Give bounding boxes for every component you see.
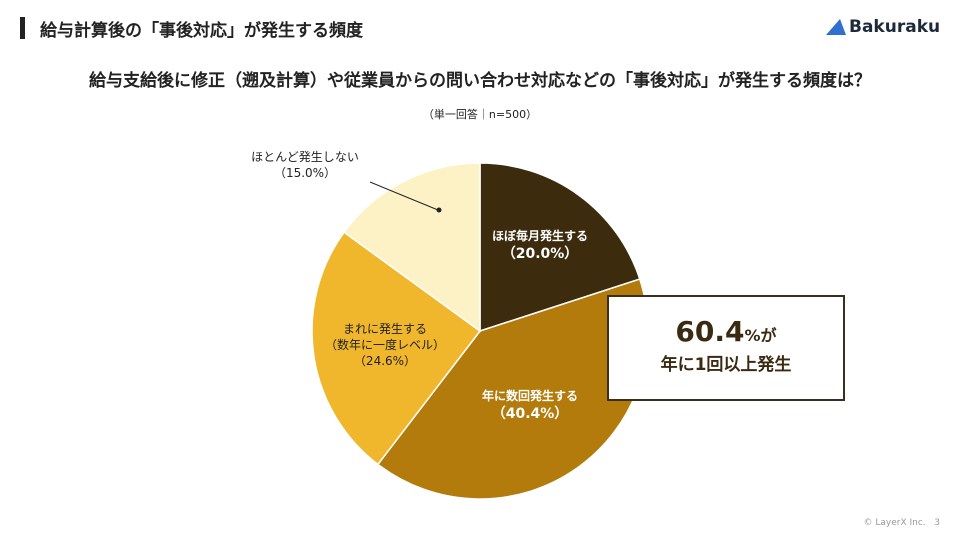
callout-number: 60.4 <box>675 315 745 348</box>
footer: © LayerX Inc. 3 <box>864 518 940 528</box>
slice-percent: （15.0%） <box>273 166 337 180</box>
pie-slice <box>343 162 481 333</box>
slice-label: まれに発生する （数年に一度レベル） （24.6%） <box>325 321 445 369</box>
slice-label-text: 年に数回発生する <box>481 389 579 403</box>
slice-label: ほぼ毎月発生する （20.0%） <box>492 228 588 262</box>
slice-percent: （24.6%） <box>353 354 417 368</box>
chart-subtitle: （単一回答｜n=500） <box>422 108 538 121</box>
logo-text: Bakuraku <box>849 17 941 37</box>
slice-label-text: （数年に一度レベル） <box>324 338 446 352</box>
slice-label-text: まれに発生する <box>342 322 428 336</box>
callout-text: 年に1回以上発生 <box>660 355 792 375</box>
leader-dot <box>436 207 442 213</box>
logo: Bakuraku <box>826 17 940 37</box>
slice-label-text: ほぼ毎月発生する <box>491 229 589 243</box>
copyright: © LayerX Inc. <box>863 518 926 528</box>
slice-percent: （40.4%） <box>491 406 569 422</box>
page-number: 3 <box>934 518 940 528</box>
callout-box: 60.4%が 年に1回以上発生 <box>607 295 845 401</box>
leader-line <box>369 181 439 211</box>
title-bar-accent <box>20 17 25 39</box>
slice-label: ほとんど発生しない （15.0%） <box>251 149 359 181</box>
slice-label-text: ほとんど発生しない <box>251 150 359 164</box>
callout-unit: %が <box>744 326 777 345</box>
pie-slice <box>311 231 482 466</box>
slice-label: 年に数回発生する （40.4%） <box>482 388 578 422</box>
slice-percent: （20.0%） <box>501 246 579 262</box>
chart-title: 給与支給後に修正（遡及計算）や従業員からの問い合わせ対応などの「事後対応」が発生… <box>89 71 871 91</box>
pie-slice <box>479 162 641 333</box>
logo-mark-icon <box>826 19 846 35</box>
page-title: 給与計算後の「事後対応」が発生する頻度 <box>40 21 363 41</box>
